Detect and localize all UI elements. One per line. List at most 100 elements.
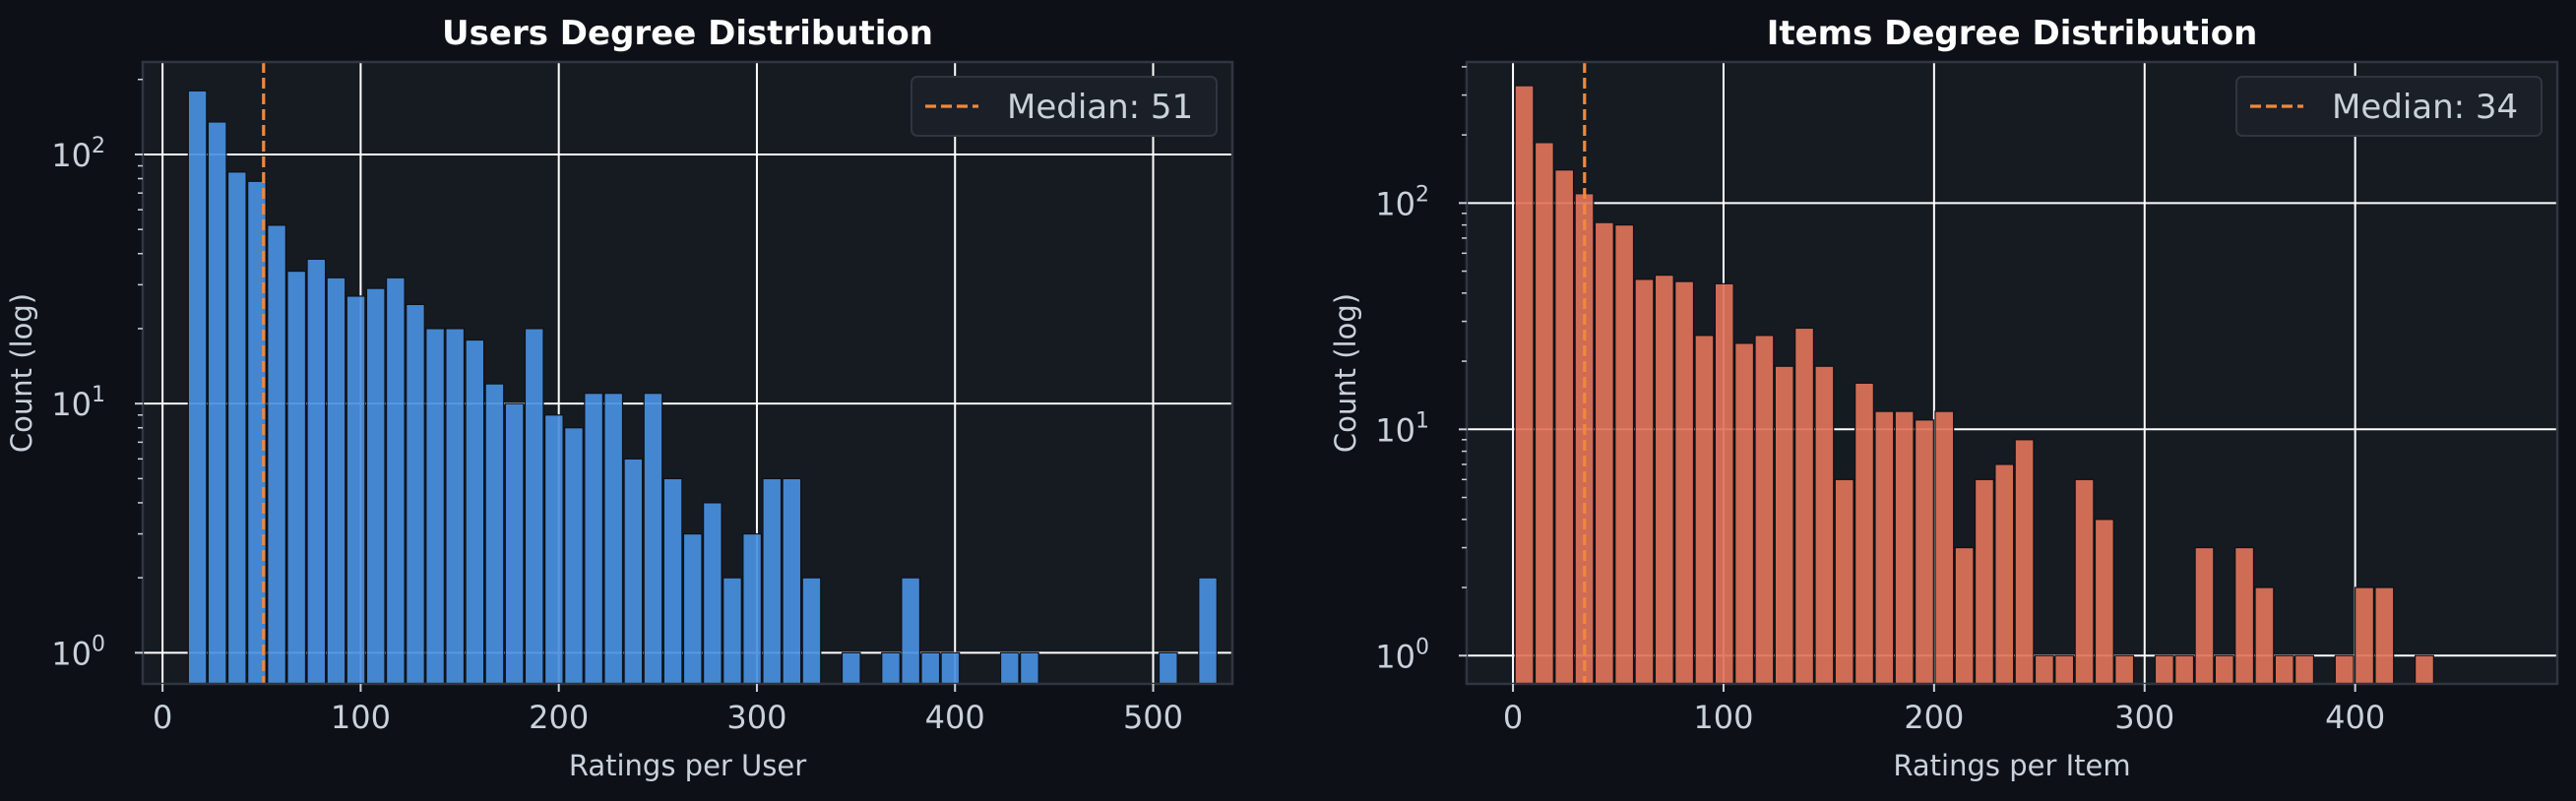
users-y-tick-label: 102 [51, 134, 105, 174]
items-bar [2374, 586, 2395, 685]
items-bar [2274, 654, 2294, 685]
items-bar [1614, 224, 1635, 685]
users-bar [326, 277, 346, 685]
items-bar [2294, 654, 2315, 685]
items-plot-frame [1465, 60, 2559, 686]
items-bar [1714, 282, 1734, 685]
users-bar [484, 383, 505, 685]
items-x-tick-label: 100 [1693, 699, 1753, 736]
users-bar [999, 651, 1020, 685]
users-bar [445, 328, 466, 685]
users-bar [662, 477, 683, 685]
users-y-axis-label: Count (log) [5, 293, 38, 453]
items-bar [2054, 654, 2075, 685]
users-bar [564, 427, 584, 685]
items-bar [1634, 278, 1655, 685]
items-legend: Median: 34 [2235, 76, 2543, 137]
users-plot-frame [141, 60, 1234, 686]
users-bar [504, 402, 525, 685]
items-y-tick-label: 100 [1375, 635, 1429, 675]
items-bar [2194, 546, 2215, 685]
items-legend-label: Median: 34 [2332, 88, 2518, 127]
users-bar [226, 171, 247, 685]
items-legend-box [2235, 76, 2543, 137]
items-bar [1594, 221, 1614, 685]
users-bar [782, 477, 802, 685]
users-bar [723, 577, 742, 685]
users-x-tick-label: 300 [726, 699, 786, 736]
items-bar [2074, 478, 2095, 685]
users-bar [306, 258, 327, 685]
users-x-axis-label: Ratings per User [569, 749, 806, 782]
items-bar [1915, 419, 1934, 685]
items-bar [1974, 478, 1994, 685]
users-bar [584, 393, 603, 685]
items-bar [1834, 478, 1854, 685]
items-bar [2254, 586, 2275, 685]
users-bar [603, 393, 624, 685]
users-bar [286, 270, 307, 685]
items-bar [2034, 654, 2054, 685]
users-bar [267, 224, 286, 685]
items-bar [2114, 654, 2135, 685]
users-y-tick-label: 101 [51, 383, 105, 423]
items-chart-title: Items Degree Distribution [1767, 14, 2258, 53]
items-bar [1674, 280, 1695, 685]
users-bar [623, 458, 644, 685]
items-bar [1794, 327, 1815, 685]
items-bar [2415, 654, 2434, 685]
items-bar [2154, 654, 2174, 685]
users-bar [1198, 577, 1218, 685]
items-x-tick-label: 0 [1503, 699, 1523, 736]
users-bar [1158, 651, 1178, 685]
items-bar [2174, 654, 2195, 685]
users-bar [385, 277, 406, 685]
items-x-tick-label: 200 [1904, 699, 1964, 736]
users-bar [543, 414, 564, 685]
items-bar [1934, 410, 1955, 685]
users-legend: Median: 51 [911, 76, 1218, 137]
users-bar [682, 532, 703, 685]
items-y-tick-label: 102 [1375, 182, 1429, 222]
items-bar [1954, 546, 1975, 685]
users-bar [703, 502, 723, 685]
items-bars [1514, 85, 2434, 685]
users-bar [643, 393, 663, 685]
items-bar [2094, 519, 2114, 685]
items-bar [1514, 85, 1535, 685]
users-bar [207, 121, 227, 685]
items-bar [1814, 365, 1835, 685]
users-bar [346, 295, 366, 685]
users-bar [187, 90, 208, 685]
users-legend-label: Median: 51 [1007, 88, 1193, 127]
items-x-axis-label: Ratings per Item [1893, 749, 2130, 782]
users-bar [801, 577, 822, 685]
items-bar [2234, 546, 2255, 685]
items-bar [1734, 342, 1755, 685]
items-y-tick-label: 101 [1375, 408, 1429, 449]
items-bar [1874, 410, 1895, 685]
users-bar [881, 651, 901, 685]
users-bar [762, 477, 783, 685]
users-chart-title: Users Degree Distribution [442, 14, 933, 53]
users-degree-chart: 0 100 200 300 400 500 100 101 102 Users Degree Di… [5, 14, 1234, 782]
items-bar [1994, 463, 2015, 685]
items-bar [1694, 335, 1715, 685]
users-bar [742, 532, 762, 685]
items-bar [1654, 275, 1674, 685]
users-x-tick-label: 400 [925, 699, 985, 736]
users-x-tick-label: 0 [153, 699, 172, 736]
users-bar [425, 328, 445, 685]
items-bar [1534, 142, 1554, 685]
items-bar [1754, 335, 1775, 685]
items-x-tick-label: 400 [2325, 699, 2385, 736]
items-bar [2355, 586, 2374, 685]
items-bar [1774, 365, 1794, 685]
users-bar [1020, 651, 1039, 685]
users-bar [524, 328, 544, 685]
items-degree-chart: 0 100 200 300 400 100 101 102 Items Degree Distr… [1329, 14, 2559, 782]
items-bar [2014, 439, 2035, 685]
users-bar [465, 339, 485, 685]
users-x-tick-label: 500 [1123, 699, 1183, 736]
